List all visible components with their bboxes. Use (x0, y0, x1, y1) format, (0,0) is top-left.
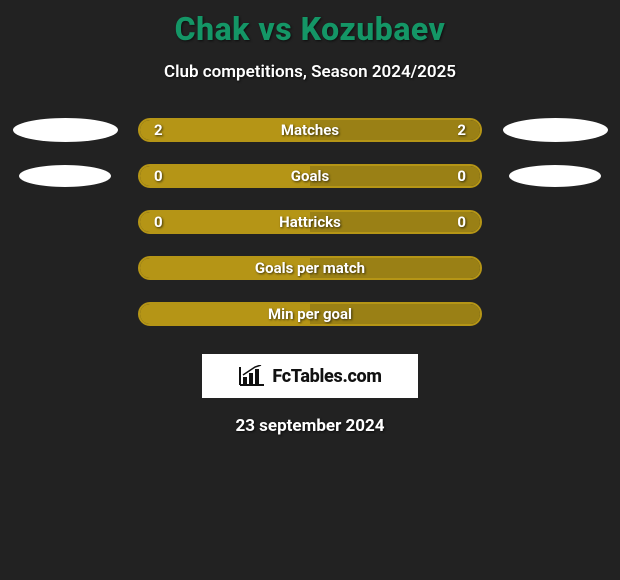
page-title: Chak vs Kozubaev (0, 0, 620, 48)
right-chip-slot (496, 118, 614, 142)
stat-row: 22Matches (0, 118, 620, 142)
subtitle: Club competitions, Season 2024/2025 (0, 62, 620, 82)
stat-bar: 22Matches (138, 118, 482, 142)
left-chip-slot (6, 118, 124, 142)
stat-bar: Min per goal (138, 302, 482, 326)
player-chip-right (503, 118, 608, 142)
stat-bar: 00Hattricks (138, 210, 482, 234)
stat-right-value: 0 (457, 213, 466, 231)
player-chip-left (13, 118, 118, 142)
stat-row: Min per goal (0, 302, 620, 326)
stat-right-value: 2 (457, 121, 466, 139)
stat-right-value: 0 (457, 167, 466, 185)
bar-chart-icon (238, 365, 266, 387)
stat-left-value: 2 (154, 121, 163, 139)
stat-bar: Goals per match (138, 256, 482, 280)
stat-bar: 00Goals (138, 164, 482, 188)
stat-left-value: 0 (154, 213, 163, 231)
left-chip-slot (6, 165, 124, 187)
site-logo[interactable]: FcTables.com (202, 354, 418, 398)
right-chip-slot (496, 165, 614, 187)
update-date: 23 september 2024 (0, 416, 620, 436)
stat-row: 00Hattricks (0, 210, 620, 234)
logo-text: FcTables.com (272, 366, 381, 387)
stat-row: Goals per match (0, 256, 620, 280)
stat-row: 00Goals (0, 164, 620, 188)
stats-container: 22Matches00Goals00HattricksGoals per mat… (0, 118, 620, 326)
player-chip-right (509, 165, 601, 187)
player-chip-left (19, 165, 111, 187)
stat-left-value: 0 (154, 167, 163, 185)
